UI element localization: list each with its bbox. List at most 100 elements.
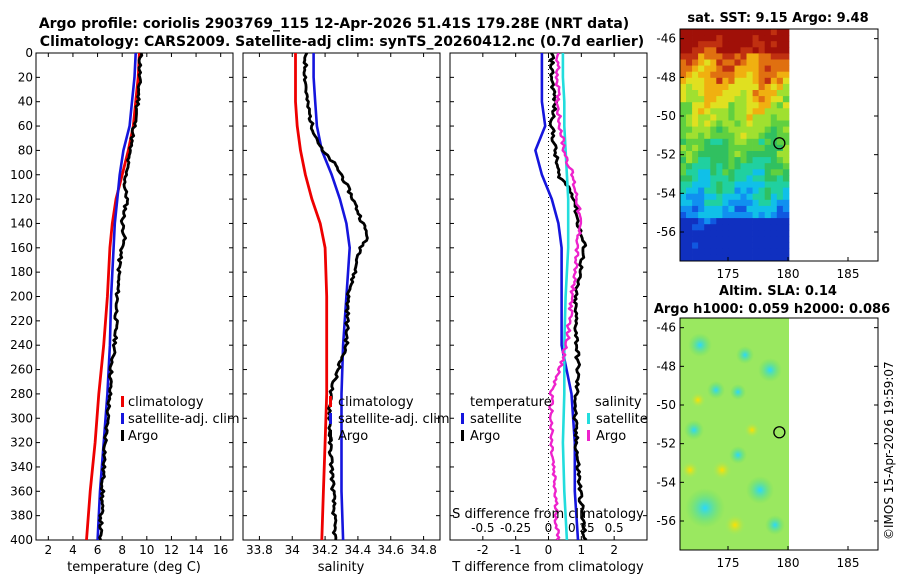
sst-cell	[770, 59, 778, 66]
sst-cell	[746, 224, 753, 231]
sst-cell	[704, 199, 711, 207]
sst-cell	[764, 47, 772, 54]
sst-cell	[764, 41, 772, 48]
map-y-tick-label: -54	[656, 475, 676, 489]
sst-cell	[716, 236, 723, 243]
legend-label-argo: Argo	[338, 429, 368, 444]
sst-cell	[710, 230, 717, 237]
sst-cell	[734, 157, 741, 164]
y-tick-label: 300	[10, 411, 33, 425]
sst-cell	[728, 83, 735, 91]
salinity-xlabel: salinity	[318, 560, 365, 575]
sst-cell	[776, 59, 784, 66]
sst-cell	[728, 236, 735, 243]
sst-cell	[704, 132, 711, 140]
sst-cell	[770, 254, 778, 262]
sst-cell	[680, 187, 687, 195]
y-tick-label: 380	[10, 509, 33, 523]
sst-cell	[698, 169, 705, 176]
sst-cell	[722, 151, 729, 158]
sst-cell	[764, 77, 772, 85]
sst-cell	[692, 35, 699, 42]
sst-cell	[710, 126, 717, 134]
sst-cell	[752, 53, 760, 60]
sst-cell	[782, 144, 790, 152]
sst-cell	[704, 138, 711, 146]
sst-cell	[680, 248, 687, 256]
sst-cell	[776, 65, 784, 73]
y-tick-label: 240	[10, 338, 33, 352]
sst-cell	[710, 236, 717, 243]
sst-cell	[692, 77, 699, 85]
sst-cell	[770, 199, 778, 207]
series-line-satellite-adj-clim	[96, 53, 137, 540]
sst-cell	[752, 59, 760, 66]
sst-cell	[692, 126, 699, 134]
sst-cell	[716, 187, 723, 195]
s-tick-label: 0.25	[568, 521, 595, 535]
sst-cell	[704, 242, 711, 249]
y-tick-label: 400	[10, 533, 33, 547]
sst-cell	[680, 230, 687, 237]
sst-cell	[758, 47, 766, 54]
legend-title-salinity: salinity	[595, 395, 642, 410]
map-y-tick-label: -50	[656, 398, 676, 412]
sst-cell	[722, 175, 729, 182]
sst-cell	[764, 181, 772, 188]
series-line-t-satellite	[534, 53, 580, 540]
y-tick-label: 120	[10, 192, 33, 206]
sst-cell	[782, 71, 790, 79]
sst-cell	[770, 102, 778, 109]
sst-cell	[698, 248, 705, 256]
sst-cell	[734, 96, 741, 103]
sst-cell	[752, 199, 760, 207]
sst-cell	[698, 41, 705, 48]
sst-cell	[716, 41, 723, 48]
sst-cell	[680, 218, 687, 225]
s-tick-label: 0	[545, 521, 553, 535]
sst-cell	[686, 218, 693, 225]
x-tick-label: 2	[610, 543, 618, 557]
sst-cell	[698, 151, 705, 158]
sla-anomaly	[730, 384, 746, 400]
sst-cell	[728, 218, 735, 225]
sst-cell	[704, 59, 711, 66]
sst-cell	[728, 144, 735, 152]
y-tick-label: 200	[10, 290, 33, 304]
sst-cell	[680, 254, 687, 262]
sst-cell	[776, 212, 784, 219]
sst-cell	[728, 205, 735, 213]
sst-cell	[758, 90, 766, 97]
sst-cell	[704, 108, 711, 115]
sst-cell	[782, 163, 790, 170]
sst-cell	[764, 163, 772, 170]
sst-cell	[686, 254, 693, 262]
sst-cell	[698, 187, 705, 195]
sst-cell	[734, 71, 741, 79]
sst-cell	[776, 151, 784, 158]
sst-cell	[728, 169, 735, 176]
sst-cell	[770, 83, 778, 91]
legend-label-satellite-adj: satellite-adj. clim	[338, 412, 450, 427]
sst-cell	[770, 205, 778, 213]
sst-cell	[758, 120, 766, 127]
y-tick-label: 60	[18, 119, 33, 133]
sst-cell	[692, 151, 699, 158]
sst-cell	[710, 108, 717, 115]
sst-cell	[710, 114, 717, 121]
sst-cell	[764, 169, 772, 176]
sst-cell	[704, 41, 711, 48]
sst-cell	[680, 96, 687, 103]
sst-cell	[782, 218, 790, 225]
sst-cell	[710, 83, 717, 91]
sst-cell	[698, 230, 705, 237]
sst-cell	[752, 187, 760, 195]
sst-cell	[752, 77, 760, 85]
sst-cell	[734, 138, 741, 146]
sst-cell	[692, 157, 699, 164]
sst-cell	[728, 175, 735, 182]
sst-cell	[716, 163, 723, 170]
sst-cell	[752, 163, 760, 170]
legend-swatch-climatology	[329, 396, 332, 407]
sla-map-title: Altim. SLA: 0.14	[719, 284, 837, 299]
